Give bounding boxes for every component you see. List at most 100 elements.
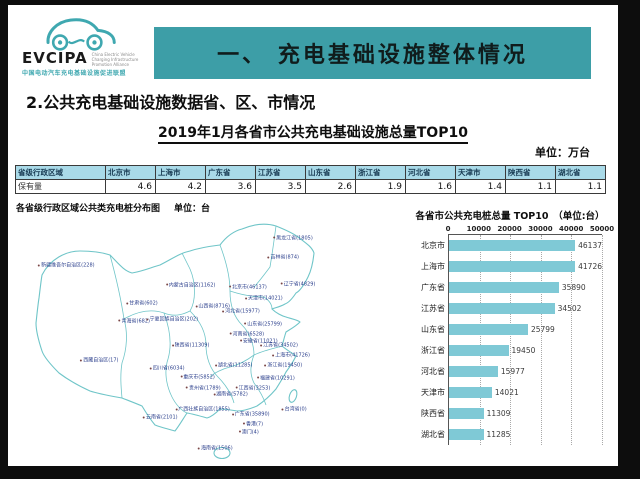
tick-label: 10000 [466,225,491,233]
map-marker-dot [273,236,276,239]
map-label: 吉林省(874) [267,254,299,261]
map-label: 澳门(4) [238,428,259,435]
tick-label: 30000 [528,225,553,233]
chart-row: 湖北省 11285 [421,424,602,445]
bar-value: 34502 [557,304,582,313]
table-value-cell: 3.5 [255,179,306,194]
map-label-text: 宁夏回族自治区(202) [149,316,199,323]
table-header-cell: 河北省 [405,165,456,180]
chart-category-label: 北京市 [421,241,445,250]
map-label: 湖北省(11285) [214,362,253,369]
map-marker-dot [222,310,225,312]
bar-value: 11309 [486,409,511,418]
chart-category-label: 湖北省 [421,430,445,439]
top10-table: 省级行政区域 北京市 上海市 广东省 江苏省 山东省 浙江省 河北省 天津市 陕西省 湖北省 保有量… [15,165,606,194]
chart-row: 河北省 15977 [421,361,602,382]
map-label: 安徽省(11021) [239,337,278,344]
map-label: 河南省(6528) [229,330,264,337]
map-label: 海南省(1506) [198,445,233,452]
map-label-text: 山东省(25799) [247,321,282,328]
map-marker-dot [235,386,238,389]
bar-chart-section: 各省市公共充电桩总量 TOP10 （单位:台） 0 10000 20000 30000… [404,208,616,464]
chart-category-label: 上海市 [421,262,445,271]
map-label: 河北省(15977) [222,308,260,315]
map-marker-dot [165,283,168,286]
table-header-cell: 江苏省 [255,165,306,180]
bar [449,324,528,335]
chart-title: 各省市公共充电桩总量 TOP10 （单位:台） [415,211,605,222]
map-marker-dot [214,364,217,366]
map-label-text: 贵州省(1789) [189,385,221,391]
gridline [540,235,542,445]
table-title: 2019年1月各省市公共充电基础设施总量TOP10 [8,122,618,144]
chart-row: 北京市 46137 [421,235,602,256]
table-value-cell: 1.9 [355,179,406,194]
gridline [571,235,573,445]
map-label: 陕西省(11309) [171,342,209,349]
map-label: 黑龙江省(1805) [273,234,313,241]
bar [449,366,498,377]
chart-category-label: 陕西省 [421,409,445,418]
map-title: 各省级行政区域公共类充电桩分布图 单位：台 [16,204,211,214]
section-banner: 一、 充电基础设施整体情况 [154,27,591,79]
map-marker-dot [267,256,270,258]
map-label-text: 青海省(682) [121,318,150,324]
map-label-text: 浙江省(19450) [267,362,303,369]
map-label-text: 安徽省(11021) [242,338,278,344]
bar [449,282,559,293]
chart-axis-ticks: 0 10000 20000 30000 40000 50000 [446,222,614,235]
map-label: 重庆市(5852) [180,373,215,380]
map-label-text: 新疆维吾尔自治区(228) [41,262,95,269]
map-label: 四川省(6034) [149,365,185,372]
map-marker-dot [195,305,198,308]
car-icon [46,18,116,51]
map-marker-dot [186,386,189,389]
map-marker-dot [171,344,174,347]
logo-tagline: China Electric Vehicle Charging Infrastr… [91,52,139,67]
logo-wordmark: EVCIPA [22,49,88,67]
table-header-cell: 浙江省 [355,165,406,180]
map-label-text: 吉林省(874) [270,254,299,261]
china-map: 新疆维吾尔自治区(228) 西藏自治区(17) 青海省(682) 甘肃省(602) 宁夏… [14,213,402,463]
bar-value: 19450 [511,346,536,355]
map-label-text: 重庆市(5852) [183,374,215,381]
map-marker-dot [180,375,183,378]
map-label: 广东省(35890) [231,411,270,418]
bar [449,261,576,272]
slide: EVCIPA China Electric Vehicle Charging I… [8,5,618,466]
map-label-text: 湖北省(11285) [217,362,253,369]
map-label: 天津市(14021) [244,295,283,302]
map-label: 广西壮族自治区(1855) [175,406,230,413]
chart-row: 山东省 25799 [421,319,602,340]
map-label-text: 江苏省(34502) [263,342,298,349]
map-marker-dot [264,364,267,366]
bar [449,303,555,314]
bar-value: 14021 [494,388,519,397]
map-marker-dot [198,447,201,450]
chart-category-label: 天津市 [421,388,445,397]
table-value-cell: 2.6 [305,179,356,194]
map-label-text: 福建省(10291) [259,375,295,382]
table-value-cell: 1.4 [455,179,506,194]
map-label-text: 辽宁省(4829) [283,281,316,287]
gridline [510,235,512,445]
table-header-cell: 省级行政区域 [15,165,106,180]
map-marker-dot [146,318,149,320]
map-marker-dot [244,322,247,325]
table-row-label: 保有量 [15,179,106,194]
map-label: 上海市(41726) [272,352,310,359]
map-label-text: 天津市(14021) [247,295,283,302]
table-value-cell: 1.6 [405,179,456,194]
map-label: 辽宁省(4829) [280,280,316,287]
gridline [602,235,603,445]
map-marker-dot [231,413,234,415]
map-label-text: 河北省(15977) [225,308,260,315]
chart-row: 上海市 41726 [421,256,602,277]
gridline [479,235,481,445]
map-marker-dot [229,285,232,288]
map-label: 江苏省(34502) [260,342,298,349]
china-map-outline [35,223,315,460]
table-header-cell: 山东省 [305,165,356,180]
map-label: 西藏自治区(17) [80,357,118,364]
map-label: 浙江省(19450) [264,362,302,369]
